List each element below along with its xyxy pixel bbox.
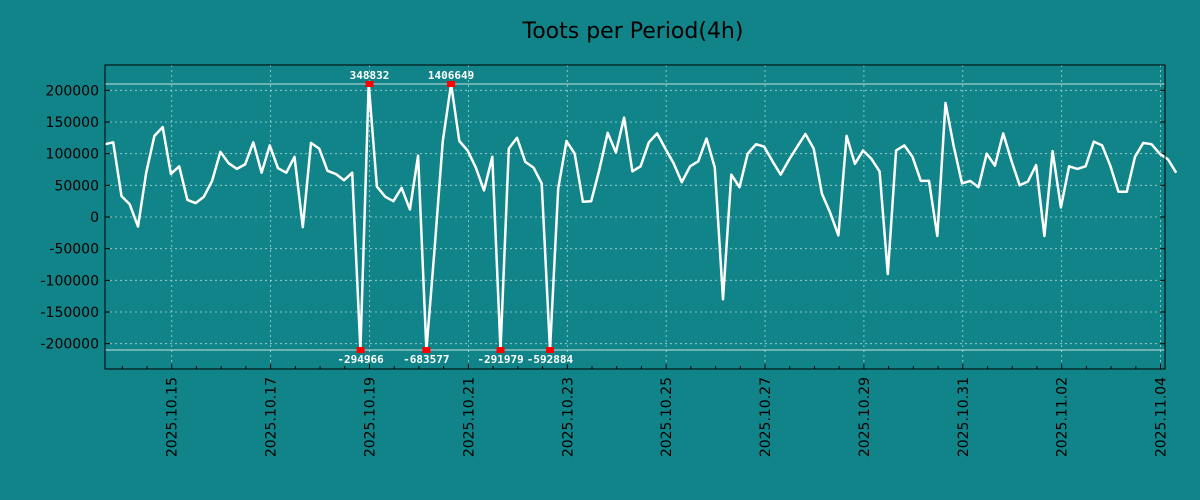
x-axis: 2025.10.15 2025.10.17 2025.10.19 2025.10.21… [121, 364, 1170, 457]
clip-marker [422, 347, 431, 353]
clip-annotation-label: 348832 [350, 69, 390, 82]
y-tick-label: 150000 [46, 115, 99, 131]
clip-annotation-label: 1406649 [428, 69, 474, 82]
y-tick-label: 0 [90, 210, 99, 226]
x-tick-label: 2025.10.23 [560, 377, 576, 457]
clip-annotation-label: -291979 [477, 353, 523, 366]
y-tick-label: -100000 [41, 273, 100, 289]
x-tick-label: 2025.10.17 [264, 377, 280, 457]
clip-marker [365, 81, 374, 87]
series-group [104, 82, 1178, 352]
series-line-toots [104, 82, 1178, 352]
x-tick-label: 2025.10.31 [956, 377, 972, 457]
clip-annotation-label: -294966 [337, 353, 384, 366]
clip-markers: -294966 348832 -683577 1406649 -291979 -59288… [337, 69, 573, 366]
y-tick-label: -200000 [41, 337, 100, 353]
clip-marker [447, 81, 456, 87]
x-tick-label: 2025.10.15 [165, 377, 181, 457]
y-tick-label: 50000 [54, 178, 99, 194]
y-tick-label: -50000 [49, 242, 99, 258]
x-tick-label: 2025.11.02 [1055, 377, 1071, 457]
y-tick-label: 100000 [46, 147, 99, 163]
x-tick-label: 2025.10.21 [461, 377, 477, 457]
clip-marker [496, 347, 505, 353]
clip-annotation-label: -683577 [403, 353, 449, 366]
clip-marker [545, 347, 554, 353]
x-tick-label: 2025.11.04 [1154, 377, 1170, 457]
clip-annotation-label: -592884 [527, 353, 574, 366]
y-tick-label: 200000 [46, 83, 99, 99]
chart-title: Toots per Period(4h) [522, 19, 744, 44]
clip-marker [356, 347, 365, 353]
y-tick-label: -150000 [41, 305, 100, 321]
plot-frame [104, 64, 1166, 370]
y-axis: 200000 150000 100000 50000 0 -50000 -100000 -15… [41, 83, 1165, 353]
x-tick-label: 2025.10.27 [758, 377, 774, 457]
x-tick-label: 2025.10.19 [363, 377, 379, 457]
grid [105, 65, 1165, 369]
x-tick-label: 2025.10.25 [659, 377, 675, 457]
x-tick-label: 2025.10.29 [857, 377, 873, 457]
